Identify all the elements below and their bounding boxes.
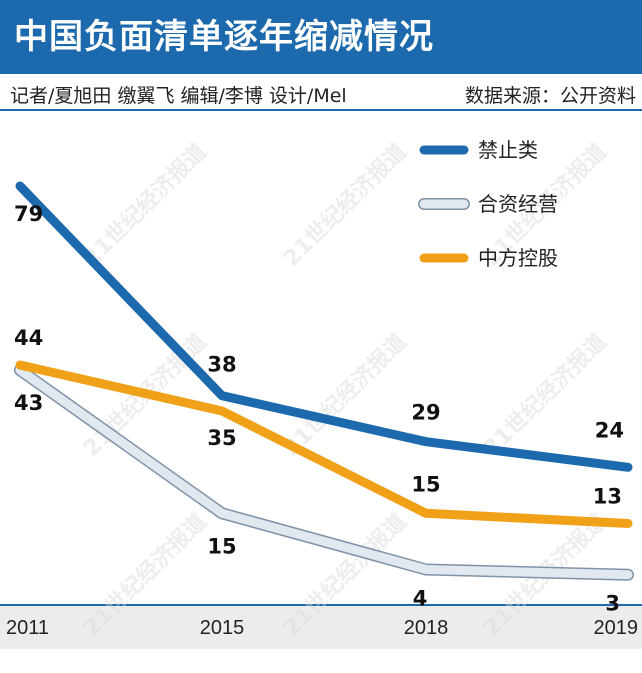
data-label-s1-p1: 15 [207,534,236,558]
x-tick-layer: 2011 2015 2018 2019 [6,617,638,639]
watermark-text: 21世纪经济报道 [78,508,211,641]
legend-label-0: 禁止类 [478,138,538,162]
credits-text: 记者/夏旭田 缴翼飞 编辑/李博 设计/Mel [10,85,347,107]
x-tick-label: 2011 [6,617,49,639]
title-bar: 中国负面清单逐年缩减情况 [0,0,642,74]
x-tick-label: 2019 [594,617,639,639]
series-line-2 [15,360,633,528]
watermark-text: 21世纪经济报道 [478,328,611,461]
data-label-s0-p2: 29 [411,401,440,425]
source-text: 数据来源：公开资料 [464,85,636,107]
data-label-s0-p1: 38 [207,353,236,377]
series-layer [14,181,634,581]
data-label-s2-p0: 44 [14,326,43,350]
data-label-s2-p3: 13 [593,485,622,509]
data-label-s2-p2: 15 [411,472,440,496]
watermark-text: 21世纪经济报道 [278,138,411,271]
watermark-text: 21世纪经济报道 [78,138,211,271]
x-tick-label: 2018 [404,617,449,639]
legend-label-1: 合资经营 [478,192,558,216]
data-label-s0-p0: 79 [14,202,43,226]
data-label-s2-p1: 35 [207,426,236,450]
watermark-text: 21世纪经济报道 [278,328,411,461]
x-axis-band [0,604,642,649]
data-label-s1-p2: 4 [413,587,428,611]
byline-bar: 记者/夏旭田 缴翼飞 编辑/李博 设计/Mel 数据来源：公开资料 [0,75,642,111]
series-line-1 [15,365,633,580]
legend-label-2: 中方控股 [478,246,558,270]
x-tick-label: 2015 [200,617,245,639]
data-label-s1-p3: 3 [605,592,620,616]
data-label-s1-p0: 43 [14,391,43,415]
data-label-s0-p3: 24 [595,418,624,442]
series-line-0 [15,181,633,472]
chart-title: 中国负面清单逐年缩减情况 [14,17,434,57]
